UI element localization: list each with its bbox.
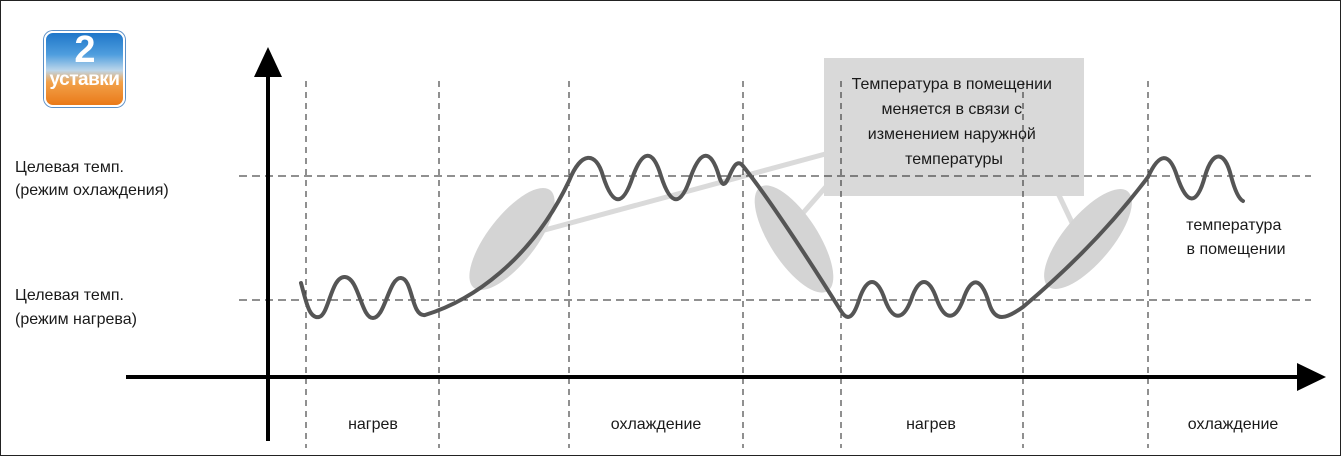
room-temperature-curve	[299, 154, 1245, 320]
heating-target-label: Целевая темп. (режим нагрева)	[15, 287, 137, 328]
room-temperature-label: температура в помещении	[1186, 217, 1286, 258]
phase-label-cooling: охлаждение	[1188, 416, 1279, 433]
callout-line: изменением наружной	[868, 126, 1036, 143]
cooling-target-label: Целевая темп. (режим охлаждения)	[15, 159, 169, 199]
phase-label-heating: нагрев	[906, 416, 956, 433]
y-axis-arrow	[254, 47, 282, 77]
transition-highlight	[469, 187, 555, 291]
heating-target-label-line2: (режим нагрева)	[15, 311, 137, 328]
badge-label: уставки	[49, 69, 120, 90]
phase-label-cooling: охлаждение	[611, 416, 702, 433]
setpoints-badge: 2 уставки	[44, 31, 125, 107]
callout-text: Температура в помещении меняется в связи…	[852, 76, 1057, 168]
cooling-target-label-line1: Целевая темп.	[15, 159, 124, 176]
heating-target-label-line1: Целевая темп.	[15, 287, 124, 304]
phase-label-heating: нагрев	[348, 416, 398, 433]
room-temperature-label-line2: в помещении	[1187, 241, 1286, 258]
callout-line: меняется в связи с	[881, 101, 1022, 118]
cooling-target-label-line2: (режим охлаждения)	[15, 182, 169, 199]
callout-line: температуры	[905, 151, 1003, 168]
transition-highlight	[1044, 189, 1132, 289]
room-temperature-label-line1: температура	[1186, 217, 1281, 234]
badge-number: 2	[74, 31, 95, 71]
x-axis-arrow	[1297, 363, 1326, 391]
callout-line: Температура в помещении	[852, 76, 1052, 93]
callout-box	[824, 58, 1084, 196]
